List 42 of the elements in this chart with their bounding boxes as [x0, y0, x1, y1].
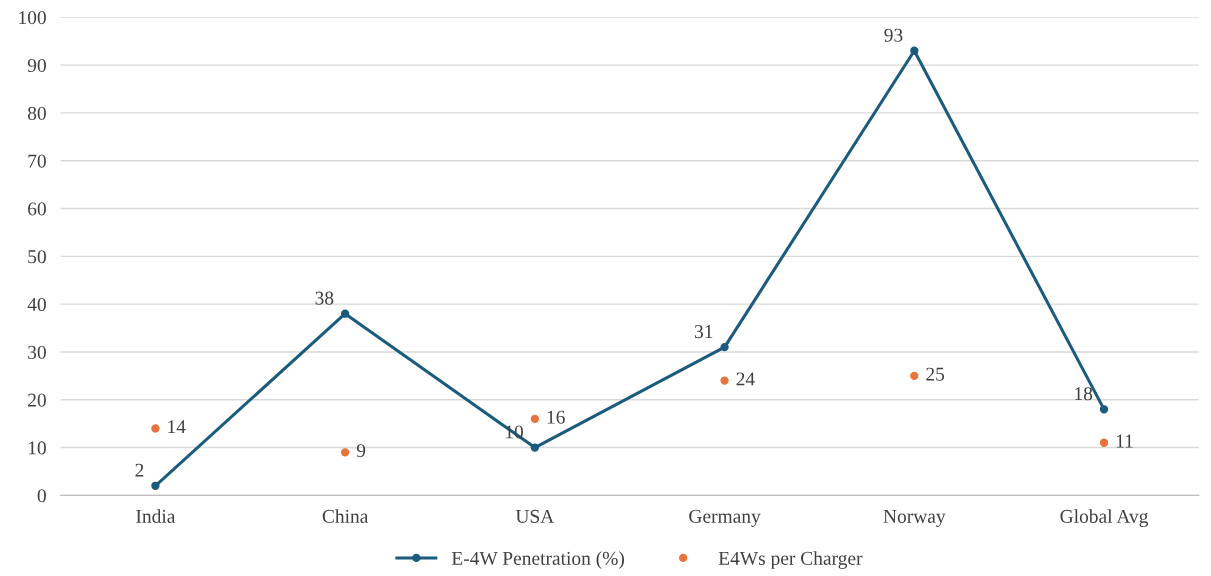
data-label: 93 — [884, 28, 903, 42]
data-label: 9 — [356, 444, 366, 458]
x-tick-label: Germany — [689, 509, 761, 527]
point — [910, 371, 919, 381]
data-label: 2 — [135, 463, 144, 477]
data-label: 14 — [168, 420, 186, 434]
y-tick-label: 30 — [28, 345, 46, 359]
y-tick-label: 0 — [37, 489, 46, 503]
legend-label: E4Ws per Charger — [718, 551, 863, 569]
data-label: 24 — [736, 372, 755, 386]
point — [530, 443, 540, 452]
y-tick-label: 50 — [28, 250, 46, 264]
point — [151, 424, 160, 433]
y-tick-label: 70 — [28, 154, 46, 168]
point — [1099, 438, 1109, 447]
x-tick-label: Global Avg — [1060, 509, 1149, 527]
data-label: 16 — [547, 410, 565, 424]
data-label: 31 — [694, 325, 713, 339]
x-tick-label: USA — [515, 509, 555, 523]
y-tick-label: 20 — [28, 393, 46, 407]
x-tick-label: China — [322, 509, 369, 523]
point — [340, 448, 350, 457]
y-tick-label: 40 — [27, 297, 46, 312]
x-tick-label: Norway — [883, 509, 946, 527]
point — [910, 46, 919, 55]
data-label: 18 — [1075, 387, 1093, 401]
x-tick-label: India — [136, 509, 176, 523]
data-label: 25 — [926, 367, 945, 381]
point — [1099, 405, 1109, 414]
y-tick-label: 10 — [28, 441, 46, 455]
point — [720, 376, 729, 385]
point — [530, 414, 540, 424]
y-tick-label: 100 — [19, 11, 46, 25]
y-tick-label: 80 — [27, 106, 46, 120]
y-tick-label: 60 — [28, 202, 46, 216]
point — [151, 481, 160, 490]
point — [340, 309, 350, 318]
data-label: 11 — [1116, 434, 1133, 448]
data-label: 38 — [315, 291, 334, 305]
y-tick-label: 90 — [27, 58, 46, 73]
point — [720, 342, 729, 352]
legend-label: E-4W Penetration (%) — [451, 551, 624, 569]
